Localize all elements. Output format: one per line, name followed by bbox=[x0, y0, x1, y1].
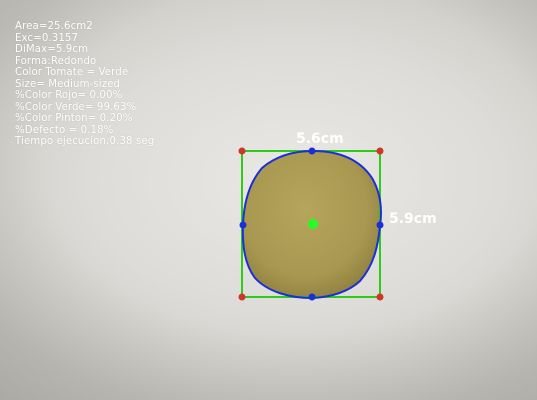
readout-area: Area=25.6cm2 bbox=[15, 21, 93, 32]
corner-marker-bottom-right bbox=[376, 293, 384, 301]
readout-green-percent: %Color Verde= 99.63% bbox=[15, 101, 137, 113]
extreme-point-left bbox=[239, 221, 247, 229]
readout-shape: Forma:Redondo bbox=[15, 55, 97, 67]
readout-max-diameter: DiMax=5.9cm bbox=[15, 44, 89, 55]
corner-marker-top-right bbox=[376, 147, 384, 155]
corner-marker-top-left bbox=[238, 147, 246, 155]
readout-size: Size= Medium-sized bbox=[15, 78, 121, 90]
center-point bbox=[308, 219, 318, 229]
extreme-point-bottom bbox=[308, 293, 316, 301]
corner-marker-bottom-left bbox=[238, 293, 246, 301]
readout-red-percent: %Color Rojo= 0.00% bbox=[15, 90, 123, 101]
extreme-point-right bbox=[376, 221, 384, 229]
readout-execution-time: Tiempo ejecucion:0.38 seg bbox=[15, 136, 155, 147]
height-label: 5.9cm bbox=[389, 211, 437, 227]
extreme-point-top bbox=[308, 147, 316, 155]
width-label: 5.6cm bbox=[296, 131, 344, 147]
readout-defect-percent: %Defecto = 0.18% bbox=[15, 124, 114, 136]
readout-pinton-percent: %Color Pinton= 0.20% bbox=[15, 113, 133, 124]
readout-tomato-color: Color Tomate = Verde bbox=[15, 67, 129, 78]
measurement-readout: Area=25.6cm2 Exc=0.3157 DiMax=5.9cm Form… bbox=[15, 21, 154, 148]
readout-eccentricity: Exc=0.3157 bbox=[15, 32, 79, 44]
